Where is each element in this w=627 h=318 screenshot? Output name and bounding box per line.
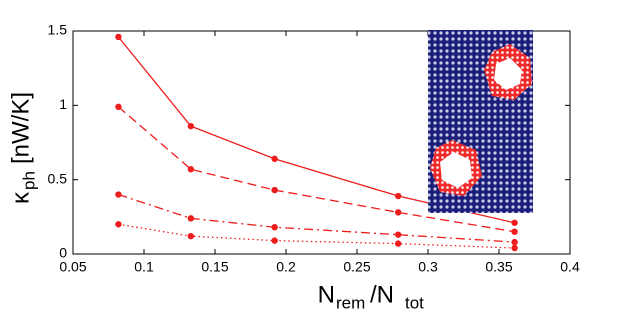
data-point <box>271 186 278 194</box>
y-tick-label: 0.5 <box>48 170 68 186</box>
data-point <box>511 244 518 252</box>
x-tick-label: 0.4 <box>560 259 580 275</box>
x-label-sub: rem <box>336 293 365 312</box>
x-tick-label: 0.3 <box>418 259 438 275</box>
data-point <box>394 240 402 247</box>
x-tick-label: 0.15 <box>201 259 228 275</box>
data-point <box>187 232 195 240</box>
x-label-mid: /N <box>370 281 394 308</box>
x-tick-label: 0.35 <box>485 259 512 275</box>
inset-lattice <box>428 30 533 213</box>
y-label-unit: [nW/K] <box>7 92 34 164</box>
x-tick-label: 0.2 <box>276 259 296 275</box>
data-point <box>115 221 122 228</box>
data-point <box>271 224 278 231</box>
series-line <box>118 106 515 233</box>
x-label: N <box>318 281 335 308</box>
data-point <box>394 209 402 216</box>
y-label-sub: ph <box>19 171 38 190</box>
data-point <box>115 191 122 198</box>
data-point <box>187 215 195 222</box>
data-point <box>271 155 278 163</box>
plot-frame <box>72 30 571 255</box>
y-label: κ <box>7 191 34 204</box>
data-point <box>187 166 195 173</box>
data-point <box>511 238 518 246</box>
data-point <box>187 122 195 130</box>
x-label-sub: tot <box>405 293 424 312</box>
x-tick-label: 0.05 <box>59 259 86 275</box>
data-point <box>115 33 122 41</box>
y-tick-label: 1 <box>59 96 67 112</box>
x-tick-label: 0.1 <box>134 259 154 275</box>
data-point <box>511 219 518 226</box>
y-tick-label: 0 <box>59 245 67 261</box>
x-tick-label: 0.25 <box>343 259 370 275</box>
data-point <box>394 192 402 200</box>
y-tick-label: 1.5 <box>48 22 68 38</box>
data-point <box>511 228 518 235</box>
data-point <box>271 237 278 244</box>
series-line <box>118 223 515 249</box>
data-point <box>115 103 122 111</box>
data-point <box>394 231 402 238</box>
